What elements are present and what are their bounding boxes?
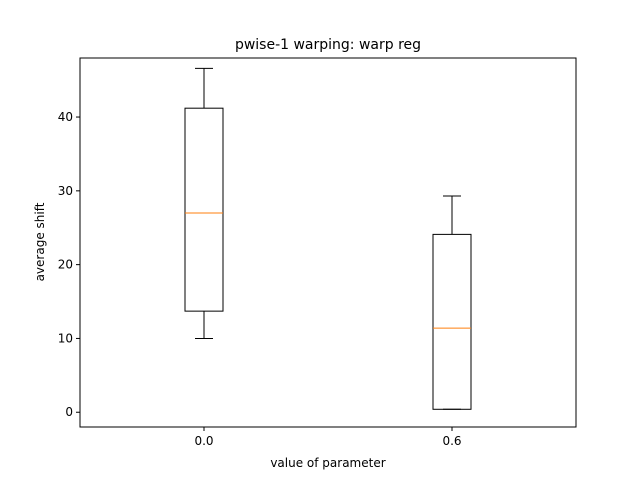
y-tick-label: 40 bbox=[58, 110, 73, 124]
x-axis-label: value of parameter bbox=[270, 456, 385, 470]
y-tick-label: 0 bbox=[65, 405, 73, 419]
x-tick-label: 0.0 bbox=[194, 434, 213, 448]
y-tick-label: 10 bbox=[58, 331, 73, 345]
chart-title: pwise-1 warping: warp reg bbox=[235, 37, 421, 53]
plot-area: 0 10 20 30 40 0.0 0.6 bbox=[58, 67, 472, 448]
y-tick-label: 20 bbox=[58, 258, 73, 272]
axes-frame bbox=[79, 57, 577, 428]
y-tick-label: 30 bbox=[58, 184, 73, 198]
box-body bbox=[184, 107, 224, 312]
box-body bbox=[432, 233, 472, 410]
x-tick-label: 0.6 bbox=[442, 434, 461, 448]
y-axis-label: average shift bbox=[33, 202, 47, 281]
